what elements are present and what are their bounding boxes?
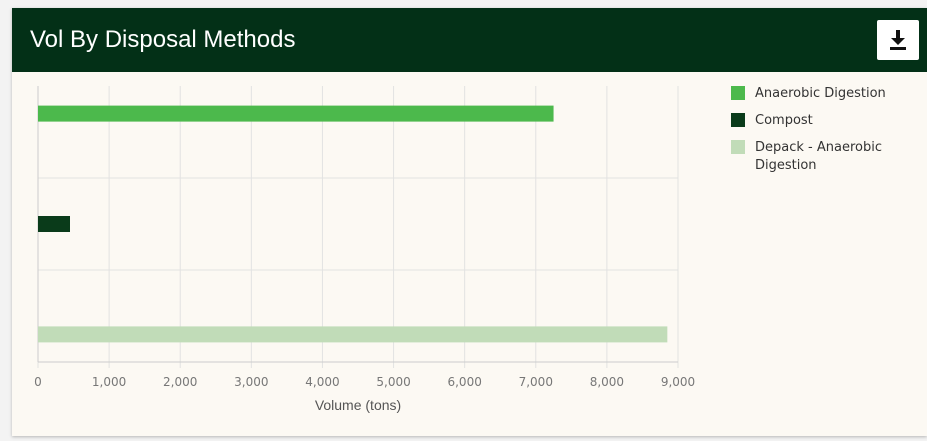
legend-item[interactable]: Compost (729, 112, 919, 130)
legend-item[interactable]: Depack - Anaerobic Digestion (729, 139, 919, 175)
x-tick-label: 1,000 (92, 375, 126, 389)
card-header: Vol By Disposal Methods (12, 8, 927, 72)
x-tick-label: 0 (34, 375, 42, 389)
x-tick-label: 8,000 (590, 375, 624, 389)
legend-label: Anaerobic Digestion (755, 86, 886, 101)
bar (38, 216, 70, 232)
x-axis-title: Volume (tons) (315, 397, 401, 413)
chart-card: Vol By Disposal Methods 0 1,000 2,000 3,000… (12, 8, 927, 436)
x-tick-label: 4,000 (305, 375, 339, 389)
x-tick-label: 7,000 (519, 375, 553, 389)
legend-swatch (731, 113, 745, 127)
x-tick-label: 3,000 (234, 375, 268, 389)
legend-label: Compost (755, 113, 813, 128)
legend-item[interactable]: Anaerobic Digestion (729, 85, 919, 103)
x-tick-label: 6,000 (447, 375, 481, 389)
legend-swatch (731, 86, 745, 100)
x-tick-label: 2,000 (163, 375, 197, 389)
download-icon (890, 30, 906, 50)
legend-swatch (731, 140, 745, 154)
bar (38, 326, 668, 343)
x-tick-label: 9,000 (661, 375, 695, 389)
download-button[interactable] (877, 20, 919, 60)
chart-legend: Anaerobic Digestion Compost Depack - Anaer… (729, 85, 919, 184)
x-tick-label: 5,000 (376, 375, 410, 389)
bar-chart: 0 1,000 2,000 3,000 4,000 5,000 6,000 7,000 8,00… (34, 86, 695, 413)
legend-label: Depack - Anaerobic Digestion (755, 140, 882, 173)
card-title: Vol By Disposal Methods (30, 26, 296, 53)
bar (38, 105, 554, 122)
